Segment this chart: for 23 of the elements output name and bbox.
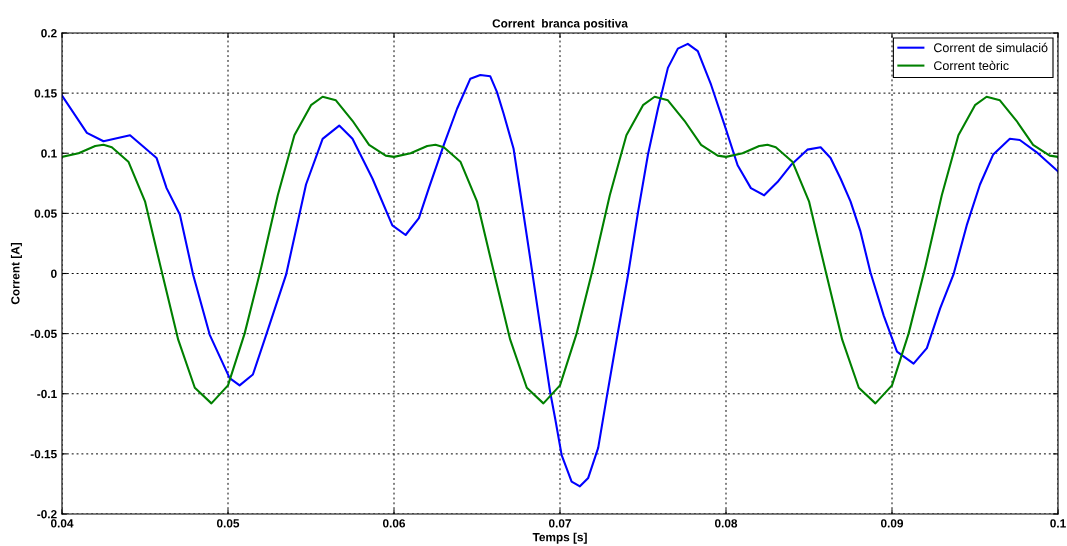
- chart-title: Corrent branca positiva: [492, 18, 628, 30]
- y-tick-label: 0.2: [41, 29, 57, 38]
- x-tick-label: 0.1: [1050, 519, 1066, 528]
- x-axis-title: Temps [s]: [532, 532, 587, 544]
- line-series: [62, 42, 1058, 488]
- x-tick-label: 0.04: [50, 519, 74, 528]
- y-tick-label: 0.05: [34, 209, 57, 218]
- x-tick-label: 0.05: [216, 519, 240, 528]
- y-tick-label: -0.15: [30, 449, 57, 459]
- y-tick-label: 0: [51, 269, 57, 278]
- x-tick-label: 0.06: [382, 519, 406, 528]
- y-axis-title: Corrent [A]: [10, 243, 22, 305]
- x-tick-label: 0.08: [714, 519, 738, 528]
- y-tick-label: -0.1: [37, 389, 57, 399]
- y-tick-label: -0.05: [30, 329, 57, 339]
- y-tick-label: 0.15: [34, 89, 57, 98]
- legend-label: Corrent teòric: [934, 60, 1009, 71]
- x-tick-label: 0.07: [548, 519, 571, 528]
- y-tick-label: 0.1: [41, 149, 57, 158]
- y-tick-label: -0.2: [37, 510, 57, 519]
- x-tick-label: 0.09: [880, 519, 904, 528]
- legend-label: Corrent de simulació: [934, 42, 1048, 53]
- line-series: [62, 95, 1058, 405]
